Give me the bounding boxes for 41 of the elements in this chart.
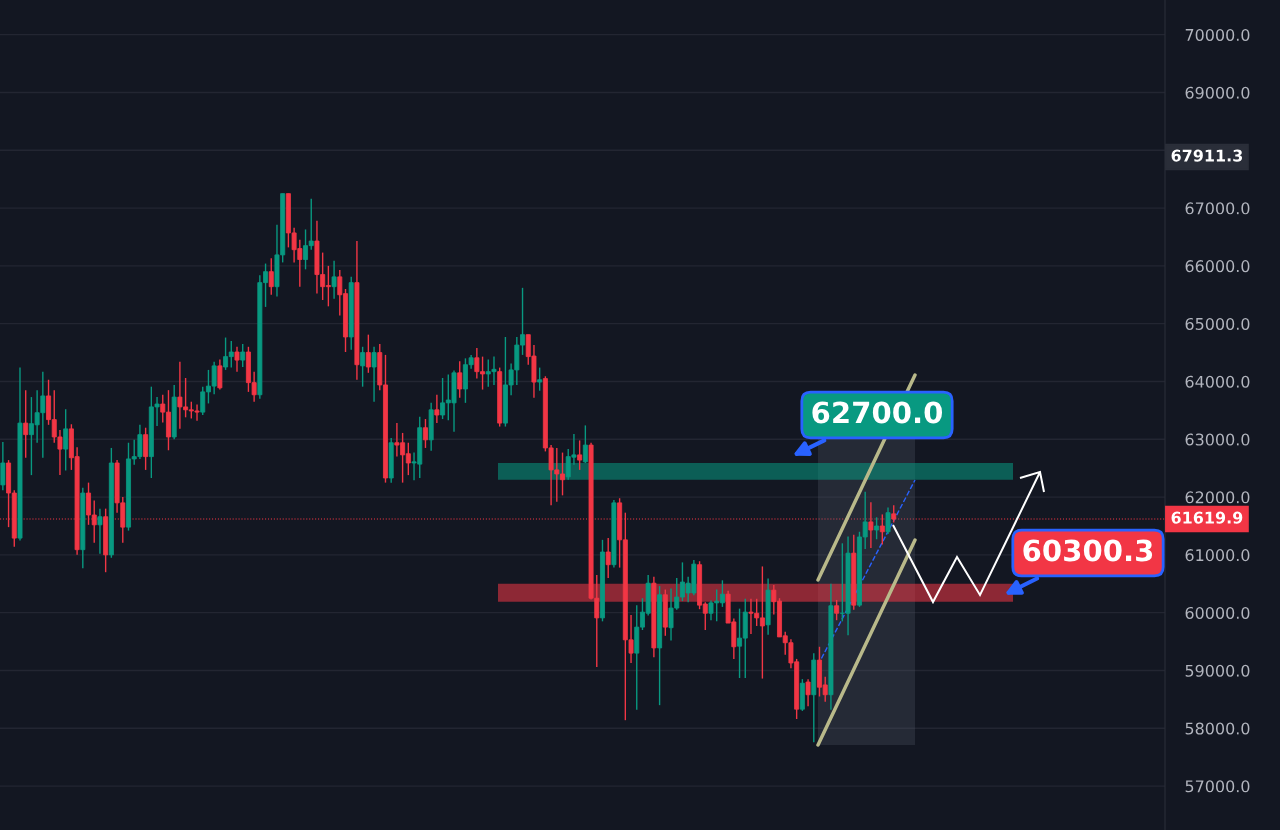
text: 67911.3	[1171, 149, 1243, 162]
candlestick	[577, 439, 583, 471]
candlestick	[331, 259, 337, 300]
y-tick-label: 58000.0	[1185, 722, 1250, 735]
candlestick	[23, 389, 29, 459]
y-tick-label: 69000.0	[1185, 86, 1250, 99]
candlestick	[582, 424, 588, 464]
y-tick-label: 62000.0	[1185, 491, 1250, 504]
y-tick-label: 67000.0	[1185, 202, 1250, 215]
candlestick	[360, 346, 366, 388]
candlestick	[885, 506, 891, 535]
y-tick-label: 66000.0	[1185, 260, 1250, 273]
candlestick	[365, 333, 371, 374]
candlestick	[268, 257, 274, 296]
candlestick	[834, 599, 840, 621]
y-tick-label: 63000.0	[1185, 433, 1250, 446]
candlestick	[874, 516, 880, 540]
candlestick	[234, 346, 240, 373]
candlestick	[805, 678, 811, 708]
band-label: 60300.3	[1023, 539, 1153, 562]
candlestick	[217, 358, 223, 391]
y-tick-label: 57000.0	[1185, 780, 1250, 793]
candlestick	[0, 441, 6, 491]
candlestick	[371, 346, 377, 403]
y-tick-label: 70000.0	[1185, 28, 1250, 41]
candlestick	[605, 537, 611, 579]
y-tick-label: 60000.0	[1185, 606, 1250, 619]
candlestick	[97, 507, 103, 555]
candlestick	[537, 366, 543, 392]
ref-line-label: 61619.9	[1171, 511, 1243, 524]
band-label: 62700.0	[812, 401, 943, 424]
y-tick-label: 64000.0	[1185, 375, 1250, 388]
candlestick	[457, 360, 463, 399]
y-tick-label: 61000.0	[1185, 549, 1250, 562]
candlestick	[422, 418, 428, 449]
candlestick	[63, 408, 69, 472]
candlestick	[240, 343, 246, 368]
candlestick	[143, 427, 149, 471]
y-tick-label: 65000.0	[1185, 317, 1250, 330]
y-tick-label: 59000.0	[1185, 664, 1250, 677]
candlestick	[434, 394, 440, 424]
